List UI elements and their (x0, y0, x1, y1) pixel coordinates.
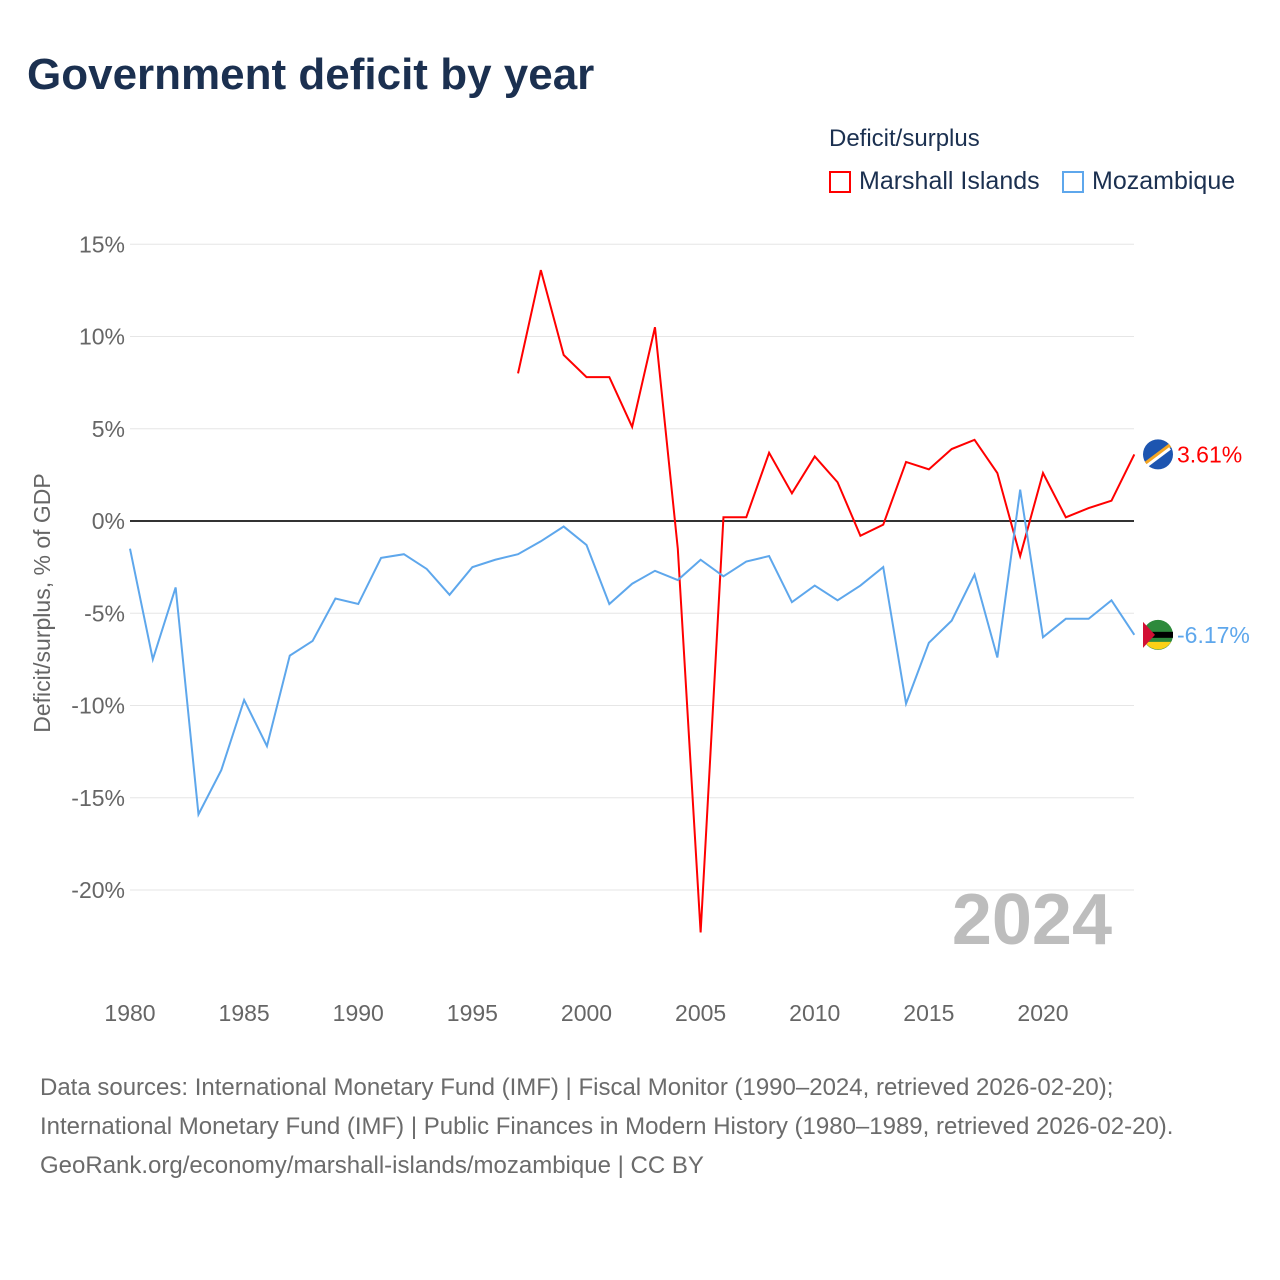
x-tick-label: 1985 (219, 1000, 270, 1026)
x-tick-label: 2020 (1017, 1000, 1068, 1026)
legend-item-mozambique[interactable]: Mozambique (1062, 167, 1235, 196)
series-line-mozambique (129, 489, 1136, 818)
y-tick-label: 10% (79, 324, 125, 350)
x-tick-label: 2000 (561, 1000, 612, 1026)
end-value-label: -6.17% (1177, 622, 1250, 648)
credit-link[interactable]: GeoRank.org/economy/marshall-islands/moz… (40, 1152, 704, 1179)
legend-swatch (829, 170, 851, 193)
footer: Data sources: International Monetary Fun… (40, 1068, 1240, 1185)
chart-title: Government deficit by year (27, 50, 595, 99)
flag-stripe (1145, 447, 1171, 468)
year-watermark: 2024 (952, 880, 1112, 960)
legend-title: Deficit/surplus (829, 125, 980, 152)
chart-plot: 15% 10% 5% 0% -5% -10% -15% -20% 1980 1985 1990 199… (29, 231, 1250, 1026)
x-tick-label: 1980 (104, 1000, 155, 1026)
y-axis-label: Deficit/surplus, % of GDP (29, 473, 55, 732)
y-tick-label: -15% (71, 785, 125, 811)
y-tick-label: -10% (71, 693, 125, 719)
x-tick-label: 2010 (789, 1000, 840, 1026)
legend-item-marshall-islands[interactable]: Marshall Islands (829, 167, 1040, 196)
x-tick-label: 1995 (447, 1000, 498, 1026)
legend-swatch (1062, 170, 1084, 193)
data-sources: Data sources: International Monetary Fun… (40, 1074, 1174, 1140)
y-tick-label: -5% (84, 600, 125, 626)
x-tick-label: 1990 (333, 1000, 384, 1026)
legend-label: Mozambique (1092, 167, 1236, 195)
legend-label: Marshall Islands (859, 167, 1040, 195)
series-line-marshall-islands (517, 269, 1136, 933)
flag-stripe (1144, 443, 1172, 465)
flag-stripe (1143, 631, 1173, 638)
y-tick-label: -20% (71, 877, 125, 903)
y-tick-label: 15% (79, 231, 125, 257)
end-value-label: 3.61% (1177, 441, 1242, 467)
flag-stripe (1143, 621, 1155, 648)
x-tick-label: 2015 (903, 1000, 954, 1026)
y-tick-label: 5% (92, 416, 125, 442)
y-tick-label: 0% (92, 508, 125, 534)
flag-stripe (1145, 641, 1171, 650)
x-tick-label: 2005 (675, 1000, 726, 1026)
